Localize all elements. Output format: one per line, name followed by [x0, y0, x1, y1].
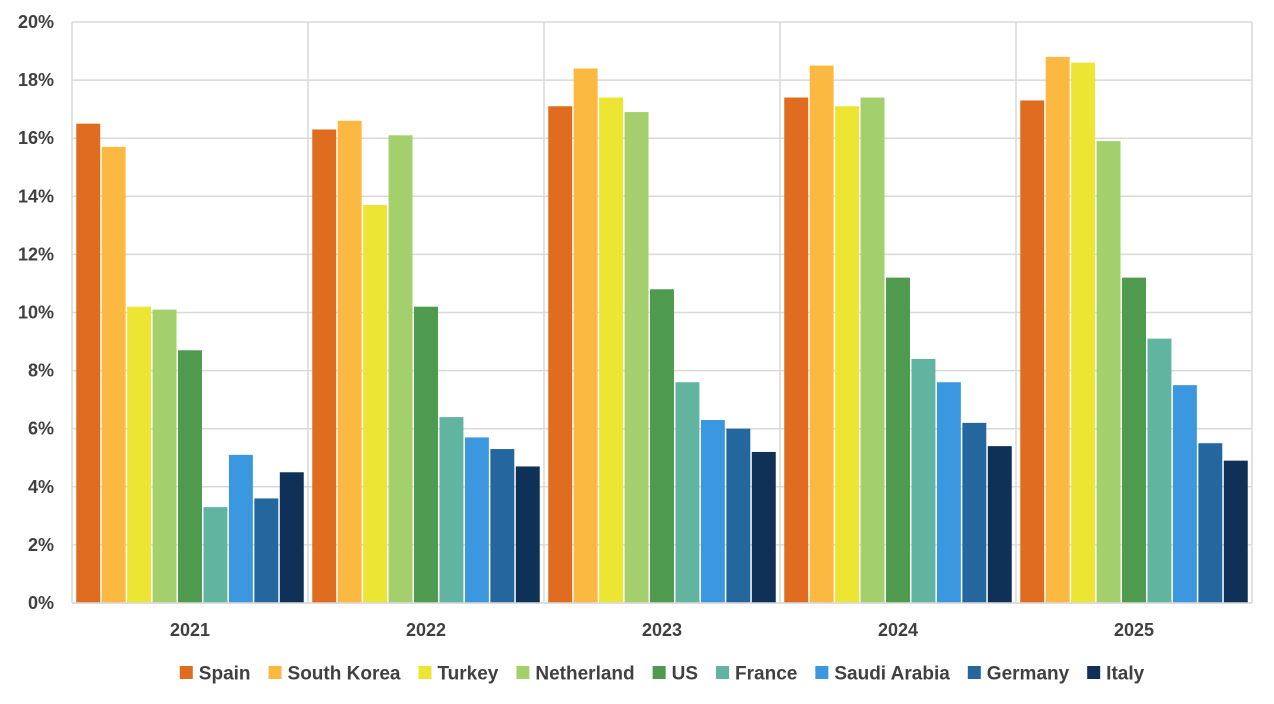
bar-south-korea-2023 [573, 68, 598, 604]
bar-germany-2025 [1198, 443, 1223, 603]
legend: Spain South Korea Turkey Netherland US France… [179, 664, 1145, 685]
legend-swatch [815, 666, 829, 679]
y-tick-label: 20% [18, 12, 54, 32]
legend-swatch [179, 666, 193, 679]
legend-swatch [418, 666, 432, 679]
bar-turkey-2021 [127, 306, 152, 603]
legend-label: Saudi Arabia [834, 664, 950, 685]
bar-france-2022 [439, 417, 464, 603]
y-tick-label: 0% [28, 593, 54, 613]
legend-swatch [967, 666, 981, 679]
y-tick-label: 4% [28, 477, 54, 497]
bar-south-korea-2024 [809, 65, 834, 603]
bar-netherland-2023 [624, 112, 649, 604]
bar-turkey-2023 [599, 97, 624, 603]
bar-saudi-arabia-2022 [464, 437, 489, 603]
bar-turkey-2025 [1071, 62, 1096, 604]
x-tick-label: 2021 [170, 620, 210, 640]
bar-france-2025 [1147, 338, 1172, 603]
legend-swatch [268, 666, 282, 679]
legend-label: Germany [987, 664, 1070, 685]
bar-france-2024 [911, 358, 936, 603]
bar-netherland-2024 [860, 97, 885, 603]
bar-spain-2024 [784, 97, 809, 603]
y-tick-label: 8% [28, 361, 54, 381]
bar-germany-2021 [254, 498, 279, 603]
y-tick-label: 14% [18, 186, 54, 206]
legend-item-italy: Italy [1087, 664, 1145, 685]
legend-item-south-korea: South Korea [268, 664, 401, 685]
legend-item-france: France [716, 664, 797, 685]
bar-spain-2021 [76, 123, 101, 604]
bar-saudi-arabia-2023 [700, 419, 725, 603]
legend-item-germany: Germany [967, 664, 1070, 685]
legend-label: Italy [1106, 664, 1144, 685]
legend-label: Spain [199, 664, 251, 685]
legend-item-turkey: Turkey [418, 664, 499, 685]
bar-south-korea-2021 [101, 146, 126, 604]
bar-netherland-2022 [388, 135, 413, 604]
bars [76, 56, 1248, 604]
bar-turkey-2022 [363, 205, 388, 603]
bar-netherland-2025 [1096, 141, 1121, 604]
y-tick-label: 12% [18, 244, 54, 264]
legend-label: South Korea [288, 664, 401, 685]
y-tick-label: 10% [18, 303, 54, 323]
y-tick-label: 16% [18, 128, 54, 148]
bar-us-2025 [1122, 277, 1146, 603]
bar-spain-2025 [1020, 100, 1045, 603]
x-tick-label: 2023 [642, 620, 682, 640]
legend-swatch [1087, 666, 1101, 679]
bar-france-2021 [203, 507, 228, 603]
bar-italy-2023 [751, 451, 776, 603]
y-tick-label: 6% [28, 419, 54, 439]
legend-swatch [516, 666, 530, 679]
bar-spain-2022 [312, 129, 337, 604]
bar-spain-2023 [548, 106, 573, 604]
axes: 0% 2% 4% 6% 8% 10% 12% 14% 16% 18% 20% 2021 2022 2023… [18, 12, 1252, 640]
x-tick-label: 2024 [878, 620, 918, 640]
bar-south-korea-2025 [1045, 56, 1070, 604]
bar-germany-2024 [962, 422, 987, 603]
bar-us-2021 [178, 350, 202, 603]
bar-turkey-2024 [835, 106, 860, 604]
bar-south-korea-2022 [337, 120, 362, 604]
x-tick-label: 2022 [406, 620, 446, 640]
bar-italy-2021 [279, 472, 304, 603]
y-tick-label: 18% [18, 70, 54, 90]
bar-france-2023 [675, 382, 700, 603]
bar-italy-2025 [1223, 460, 1248, 603]
bar-germany-2022 [490, 449, 515, 603]
legend-label: US [672, 664, 698, 685]
legend-item-spain: Spain [179, 664, 251, 685]
legend-item-us: US [652, 664, 698, 685]
y-tick-label: 2% [28, 535, 54, 555]
legend-swatch [716, 666, 730, 679]
bar-germany-2023 [726, 428, 751, 603]
bar-italy-2024 [987, 446, 1012, 603]
bar-netherland-2021 [152, 309, 177, 603]
bar-saudi-arabia-2021 [228, 454, 253, 603]
legend-swatch [652, 666, 666, 679]
bar-saudi-arabia-2025 [1172, 385, 1197, 603]
legend-label: France [735, 664, 797, 685]
bar-us-2023 [650, 289, 674, 603]
legend-label: Netherland [535, 664, 634, 685]
legend-label: Turkey [437, 664, 498, 685]
x-tick-label: 2025 [1114, 620, 1154, 640]
bar-italy-2022 [515, 466, 540, 603]
bar-us-2024 [886, 277, 910, 603]
legend-item-saudi-arabia: Saudi Arabia [815, 664, 950, 685]
bar-us-2022 [414, 306, 438, 603]
legend-item-netherland: Netherland [516, 664, 635, 685]
bar-saudi-arabia-2024 [936, 382, 961, 603]
